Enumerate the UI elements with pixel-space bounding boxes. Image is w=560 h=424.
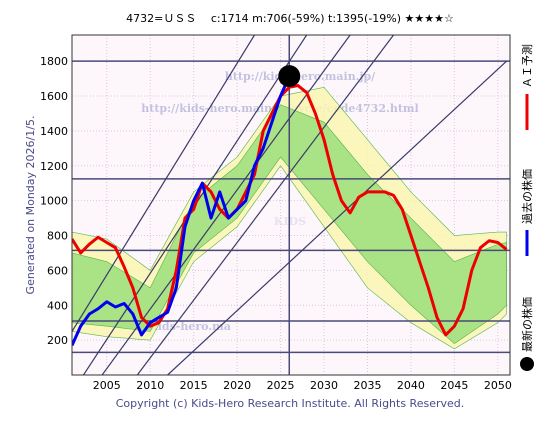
channel-line	[136, 35, 395, 375]
legend-label: 最新の株価	[520, 297, 534, 352]
series-line	[72, 75, 291, 346]
x-tick-label: 2025	[267, 379, 295, 392]
x-tick-label: 2040	[397, 379, 425, 392]
side-label: Generated on Monday 2026/1/5.	[24, 116, 37, 295]
x-tick-label: 2050	[484, 379, 512, 392]
x-tick-label: 2045	[440, 379, 468, 392]
series-line	[72, 84, 508, 337]
chart-title: 4732=ＵＳＳ c:1714 m:706(-59%) t:1395(-19%)…	[126, 12, 454, 25]
x-tick-label: 2015	[180, 379, 208, 392]
legend-marker	[520, 357, 534, 371]
x-tick-label: 2020	[223, 379, 251, 392]
y-tick-label: 1200	[40, 160, 68, 173]
y-tick-label: 400	[47, 299, 68, 312]
channel-line	[72, 35, 256, 332]
x-tick-label: 2005	[93, 379, 121, 392]
band	[72, 104, 507, 344]
legend: 最新の株価 過去の株価 ＡＩ予測	[520, 44, 534, 371]
watermark: http://kids-hero.main.jp/	[225, 70, 376, 83]
y-tick-label: 600	[47, 264, 68, 277]
x-tick-label: 2010	[136, 379, 164, 392]
y-tick-label: 1600	[40, 90, 68, 103]
footer: Copyright (c) Kids-Hero Research Institu…	[116, 397, 465, 410]
legend-label: 過去の株価	[520, 169, 534, 224]
x-tick-label: 2030	[310, 379, 338, 392]
y-tick-label: 1400	[40, 125, 68, 138]
legend-label: ＡＩ予測	[520, 44, 534, 88]
channel-line	[167, 60, 507, 375]
y-tick-label: 200	[47, 334, 68, 347]
watermark: KIDS	[274, 215, 306, 228]
y-tick-label: 800	[47, 230, 68, 243]
y-tick-label: 1800	[40, 55, 68, 68]
latest-price	[278, 65, 301, 88]
watermark: @kids-hero.ma	[139, 320, 231, 333]
x-tick-label: 2035	[353, 379, 381, 392]
plot-frame	[71, 34, 511, 376]
y-tick-label: 1000	[40, 195, 68, 208]
